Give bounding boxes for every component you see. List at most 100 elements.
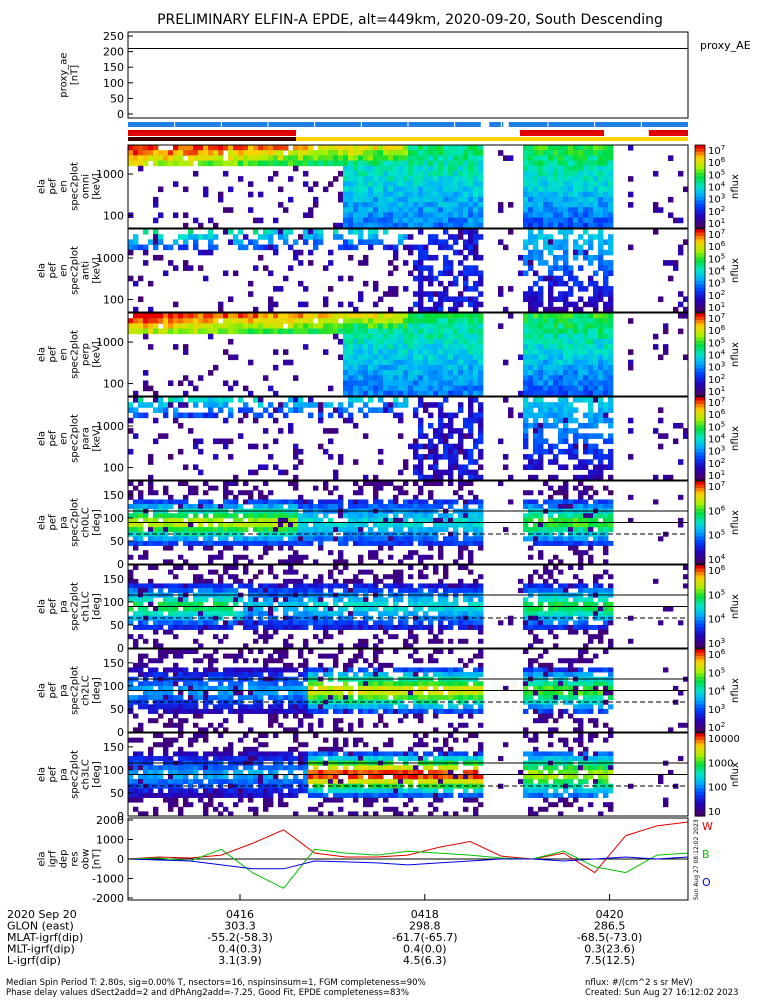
heatmap-cell (188, 531, 194, 537)
heatmap-cell (533, 328, 539, 335)
heatmap-cell (408, 318, 414, 324)
heatmap-cell (318, 540, 324, 546)
heatmap-cell (608, 540, 614, 546)
heatmap-cell (358, 170, 364, 177)
heatmap-cell (608, 212, 614, 219)
heatmap-cell (353, 160, 359, 167)
heatmap-cell (408, 527, 414, 533)
heatmap-cell (348, 359, 354, 366)
heatmap-cell (233, 270, 239, 277)
heatmap-cell (593, 150, 599, 156)
heatmap-cell (328, 454, 334, 460)
heatmap-cell (358, 554, 364, 560)
heatmap-cell (343, 370, 349, 376)
heatmap-cell (428, 615, 434, 621)
colorbar-tick-label: 106 (708, 408, 726, 421)
heatmap-cell (573, 354, 579, 361)
heatmap-cell (368, 234, 374, 240)
colorbar-segment (695, 431, 705, 436)
heatmap-cell (128, 517, 134, 523)
colorbar-tick-label: 106 (708, 324, 726, 337)
heatmap-cell (203, 624, 209, 630)
heatmap-cell (338, 499, 344, 505)
heatmap-cell (528, 490, 534, 496)
heatmap-cell (358, 540, 364, 546)
heatmap-cell (443, 338, 449, 345)
heatmap-cell (313, 522, 319, 528)
heatmap-cell (213, 397, 219, 403)
colorbar-segment (695, 421, 705, 426)
heatmap-cell (403, 212, 409, 219)
heatmap-cell (373, 323, 379, 329)
heatmap-cell (538, 333, 544, 340)
heatmap-cell (353, 349, 359, 355)
heatmap-cell (153, 522, 159, 528)
heatmap-cell (528, 186, 534, 193)
heatmap-cell (528, 249, 534, 256)
heatmap-cell (428, 588, 434, 594)
heatmap-cell (538, 459, 544, 465)
heatmap-cell (418, 313, 424, 319)
heatmap-cell (418, 464, 424, 471)
heatmap-cell (363, 643, 369, 649)
heatmap-cell (473, 438, 479, 445)
heatmap-cell (138, 601, 144, 607)
heatmap-cell (163, 522, 169, 528)
heatmap-cell (243, 606, 249, 612)
heatmap-cell (528, 527, 534, 533)
heatmap-cell (293, 407, 299, 413)
heatmap-cell (423, 597, 429, 603)
heatmap-cell (548, 291, 554, 297)
heatmap-cell (538, 370, 544, 376)
heatmap-cell (308, 620, 314, 626)
heatmap-cell (243, 160, 249, 167)
heatmap-cell (348, 155, 354, 161)
heatmap-cell (143, 155, 149, 161)
heatmap-cell (333, 578, 339, 584)
heatmap-cell (138, 313, 144, 319)
heatmap-cell (393, 323, 399, 329)
heatmap-cell (603, 186, 609, 193)
heatmap-cell (153, 318, 159, 324)
heatmap-cell (228, 186, 234, 193)
heatmap-cell (478, 234, 484, 240)
heatmap-cell (228, 323, 234, 329)
heatmap-cell (603, 454, 609, 460)
heatmap-cell (153, 407, 159, 413)
heatmap-cell (293, 155, 299, 161)
heatmap-cell (568, 181, 574, 187)
heatmap-cell (463, 254, 469, 261)
heatmap-cell (273, 155, 279, 161)
heatmap-cell (373, 217, 379, 224)
heatmap-cell (418, 318, 424, 324)
heatmap-cell (463, 155, 469, 161)
heatmap-cell (273, 504, 279, 510)
heatmap-cell (208, 155, 214, 161)
heatmap-cell (413, 407, 419, 413)
heatmap-cell (563, 239, 569, 245)
heatmap-cell (448, 606, 454, 612)
heatmap-cell (523, 428, 529, 434)
heatmap-cell (188, 234, 194, 240)
heatmap-cell (443, 606, 449, 612)
heatmap-cell (428, 385, 434, 392)
heatmap-cell (393, 145, 399, 151)
heatmap-cell (398, 165, 404, 172)
heatmap-cell (418, 275, 424, 282)
heatmap-cell (433, 638, 439, 644)
heatmap-cell (593, 280, 599, 287)
heatmap-cell (263, 229, 269, 235)
heatmap-cell (603, 176, 609, 182)
heatmap-cell (153, 328, 159, 335)
heatmap-cell (533, 222, 539, 229)
heatmap-cell (598, 433, 604, 439)
heatmap-cell (373, 494, 379, 500)
heatmap-cell (168, 620, 174, 626)
heatmap-cell (328, 145, 334, 151)
heatmap-cell (408, 565, 414, 571)
heatmap-cell (143, 513, 149, 519)
heatmap-cell (173, 597, 179, 603)
heatmap-cell (413, 222, 419, 229)
heatmap-cell (338, 522, 344, 528)
heatmap-cell (468, 349, 474, 355)
